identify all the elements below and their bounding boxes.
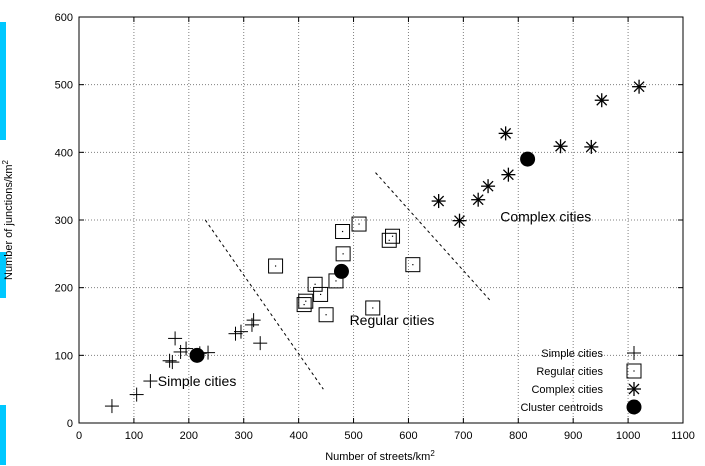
complex-cities-point	[498, 126, 513, 141]
legend-label-complex-cities: Complex cities	[531, 384, 603, 396]
regular-cities-point	[296, 297, 312, 313]
simple-cities-point	[168, 331, 183, 346]
simple-cities-point	[228, 326, 243, 341]
simple-cities-point	[162, 353, 177, 368]
x-tick-label: 900	[564, 430, 582, 442]
regular-cities-point	[268, 258, 284, 274]
side-highlight-top	[0, 22, 6, 140]
x-tick-label: 500	[344, 430, 362, 442]
cluster-centroids-point	[189, 347, 205, 363]
cluster-annotation: Simple cities	[158, 373, 237, 389]
regular-cities-point	[405, 257, 421, 273]
side-highlight-bottom	[0, 405, 6, 465]
y-tick-label: 500	[55, 80, 73, 92]
regular-cities-point	[335, 246, 351, 262]
y-tick-label: 100	[55, 350, 73, 362]
cluster-annotation: Regular cities	[350, 312, 435, 328]
legend: Simple cities Regular cities Complex citie…	[520, 346, 642, 415]
simple-cities-point	[104, 399, 119, 414]
complex-cities-point	[584, 139, 599, 154]
regular-cities-point	[298, 293, 314, 309]
x-tick-label: 400	[289, 430, 307, 442]
x-tick-label: 700	[454, 430, 472, 442]
complex-cities-point	[501, 167, 516, 182]
x-tick-label: 1100	[671, 430, 695, 442]
x-tick-label: 800	[509, 430, 527, 442]
y-tick-label: 300	[55, 215, 73, 227]
cluster-divider-line	[375, 172, 492, 302]
tick-layer: 0 100 200 300 400 500 600 700 800 900 1000 1100 0 100…	[55, 12, 695, 442]
complex-cities-point	[553, 139, 568, 154]
simple-cities-point	[165, 355, 180, 370]
y-tick-label: 400	[55, 147, 73, 159]
x-axis-label: Number of streets/km2	[325, 449, 435, 463]
y-tick-label: 0	[67, 418, 73, 430]
regular-cities-point	[365, 300, 381, 316]
legend-label-regular-cities: Regular cities	[536, 366, 603, 378]
complex-cities-point	[594, 93, 609, 108]
x-tick-label: 0	[76, 430, 82, 442]
regular-cities-point	[335, 224, 351, 240]
simple-cities-point	[143, 374, 158, 389]
regular-cities-point	[318, 307, 334, 323]
complex-cities-point	[632, 79, 647, 94]
x-tick-label: 300	[235, 430, 253, 442]
cluster-divider-line	[204, 219, 324, 390]
x-tick-label: 600	[399, 430, 417, 442]
simple-cities-point	[233, 324, 248, 339]
complex-cities-point	[452, 213, 467, 228]
complex-cities-point	[471, 192, 486, 207]
simple-cities-point	[173, 344, 188, 359]
simple-cities-point	[179, 341, 194, 356]
simple-cities-point	[253, 336, 268, 351]
x-tick-label: 1000	[616, 430, 640, 442]
simple-cities-point	[246, 313, 261, 328]
y-tick-label: 200	[55, 283, 73, 295]
x-tick-label: 200	[180, 430, 198, 442]
regular-cities-point	[307, 276, 323, 292]
regular-cities-point	[385, 228, 401, 244]
complex-cities-point	[481, 179, 496, 194]
legend-marker-simple-cities	[627, 346, 641, 360]
marker-layer	[104, 79, 647, 414]
regular-cities-point	[381, 232, 397, 248]
y-tick-label: 600	[55, 12, 73, 24]
side-highlight-middle	[0, 252, 6, 298]
legend-marker-regular-cities	[626, 363, 642, 379]
legend-marker-cluster-centroids	[626, 399, 642, 415]
complex-cities-point	[431, 194, 446, 209]
legend-label-cluster-centroids: Cluster centroids	[520, 402, 603, 414]
cluster-annotation: Complex cities	[500, 208, 591, 224]
cluster-centroids-point	[520, 151, 536, 167]
annotation-layer: Simple cities Regular cities Complex citie…	[158, 208, 591, 388]
legend-label-simple-cities: Simple cities	[541, 348, 603, 360]
regular-cities-point	[313, 286, 329, 302]
cluster-centroids-point	[333, 263, 349, 279]
x-tick-label: 100	[125, 430, 143, 442]
divider-layer	[204, 172, 492, 390]
simple-cities-point	[129, 387, 144, 402]
y-axis-label: Number of junctions/km2	[1, 159, 15, 280]
legend-marker-complex-cities	[627, 382, 641, 396]
regular-cities-point	[351, 216, 367, 232]
